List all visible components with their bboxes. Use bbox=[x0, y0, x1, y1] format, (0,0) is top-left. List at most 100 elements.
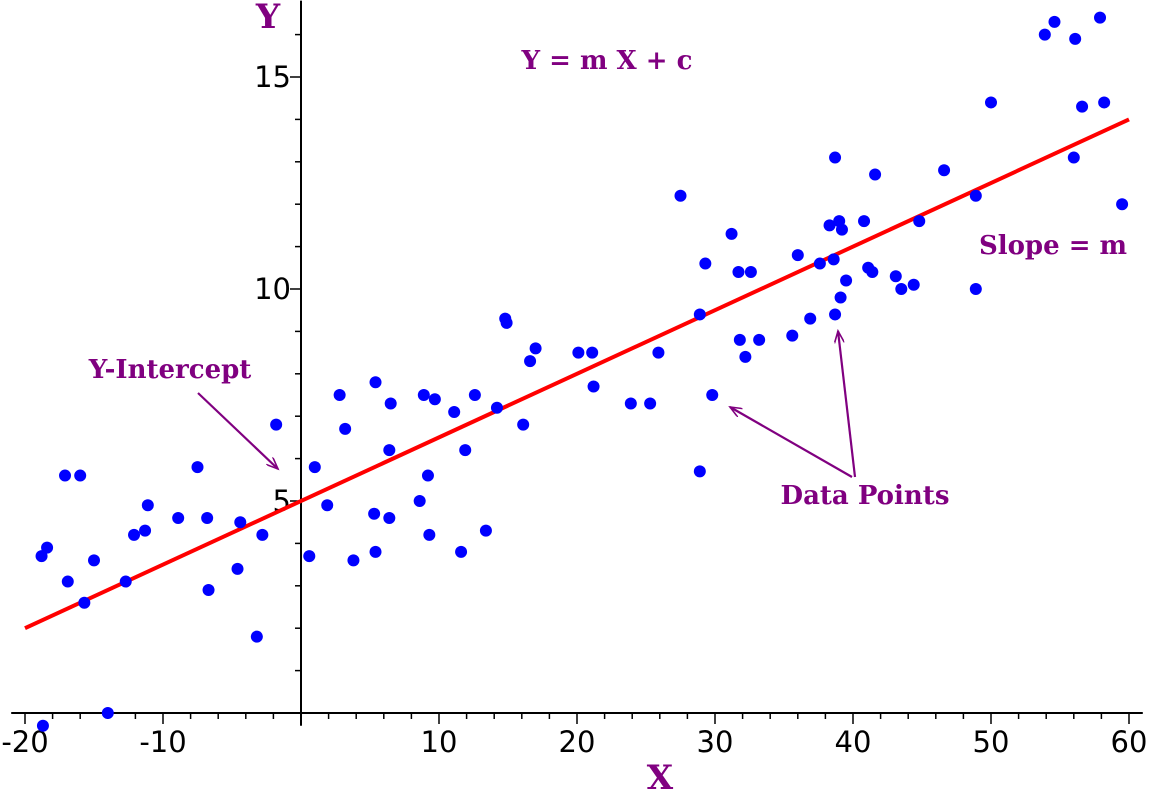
data-point bbox=[829, 151, 842, 164]
data-point bbox=[1067, 151, 1080, 164]
slope-label: Slope = m bbox=[979, 231, 1127, 261]
data-point bbox=[693, 308, 706, 321]
data-point bbox=[674, 189, 687, 202]
data-point bbox=[59, 469, 72, 482]
data-point bbox=[428, 393, 441, 406]
x-tick-label: -10 bbox=[139, 725, 186, 759]
data-point bbox=[141, 499, 154, 512]
y-tick-label: 10 bbox=[254, 272, 291, 306]
data-point bbox=[1048, 15, 1061, 28]
data-point bbox=[383, 511, 396, 524]
data-point bbox=[448, 405, 461, 418]
y-axis-label: Y bbox=[255, 0, 281, 37]
data-point bbox=[500, 316, 513, 329]
data-point bbox=[413, 495, 426, 507]
data-point bbox=[829, 308, 842, 321]
data-point bbox=[459, 444, 472, 457]
data-point bbox=[1094, 11, 1107, 24]
x-axis-label: X bbox=[647, 758, 674, 791]
data-point bbox=[895, 283, 908, 295]
data-point bbox=[231, 562, 244, 575]
y-intercept-label: Y-Intercept bbox=[88, 355, 252, 385]
data-point bbox=[834, 291, 847, 304]
fit-line bbox=[24, 117, 1130, 631]
data-point bbox=[753, 333, 766, 346]
data-point bbox=[270, 418, 283, 431]
data-point bbox=[421, 469, 434, 482]
data-point bbox=[791, 249, 804, 262]
data-point bbox=[36, 719, 49, 732]
data-point bbox=[468, 389, 481, 401]
data-point bbox=[201, 511, 214, 524]
data-point bbox=[869, 168, 882, 181]
x-tick-label: 30 bbox=[697, 725, 734, 759]
data-point bbox=[191, 461, 204, 474]
data-point bbox=[490, 401, 503, 414]
data-point bbox=[368, 507, 381, 520]
data-points bbox=[35, 11, 1129, 732]
data-point bbox=[733, 333, 746, 346]
data-points-label: Data Points bbox=[781, 481, 950, 511]
data-point bbox=[172, 511, 185, 524]
data-point bbox=[256, 528, 269, 541]
data-point bbox=[383, 444, 396, 457]
data-point bbox=[529, 342, 542, 355]
data-point bbox=[369, 376, 382, 389]
data-point bbox=[938, 164, 951, 177]
data-point bbox=[524, 355, 537, 368]
data-point bbox=[699, 257, 712, 270]
data-point bbox=[423, 528, 436, 541]
data-point bbox=[1038, 28, 1051, 41]
data-point bbox=[586, 346, 599, 359]
data-point bbox=[128, 528, 141, 541]
data-point bbox=[907, 278, 920, 291]
data-point bbox=[858, 215, 871, 228]
data-point-arrow-up bbox=[838, 331, 857, 478]
data-point bbox=[786, 329, 799, 342]
data-point bbox=[369, 545, 382, 558]
data-point bbox=[384, 397, 397, 410]
data-point bbox=[417, 389, 430, 401]
data-point bbox=[739, 350, 752, 363]
data-point bbox=[889, 270, 902, 283]
data-point bbox=[74, 469, 87, 482]
data-point bbox=[813, 257, 826, 270]
x-tick-label: 40 bbox=[835, 725, 872, 759]
data-point bbox=[339, 422, 352, 435]
data-point bbox=[840, 274, 853, 287]
data-point bbox=[202, 584, 215, 597]
data-point bbox=[652, 346, 665, 359]
data-point bbox=[321, 499, 334, 512]
data-point bbox=[835, 223, 848, 236]
y-tick-label: 15 bbox=[254, 60, 291, 94]
data-point bbox=[644, 397, 657, 410]
data-point-arrow-left bbox=[730, 407, 853, 478]
data-point bbox=[572, 346, 585, 359]
data-point bbox=[35, 550, 48, 563]
data-point bbox=[1076, 100, 1089, 113]
data-point bbox=[1098, 96, 1111, 109]
data-point bbox=[744, 266, 757, 279]
data-point bbox=[706, 389, 719, 401]
data-point bbox=[969, 283, 982, 295]
data-point bbox=[725, 227, 738, 240]
fit-line-group bbox=[24, 117, 1130, 631]
x-tick-label: 10 bbox=[421, 725, 458, 759]
data-point bbox=[624, 397, 637, 410]
data-point bbox=[41, 541, 54, 554]
data-point bbox=[119, 575, 132, 588]
x-tick-label: 60 bbox=[1111, 725, 1148, 759]
data-point bbox=[61, 575, 74, 588]
data-point bbox=[969, 189, 982, 202]
x-tick-label: 20 bbox=[559, 725, 596, 759]
data-point bbox=[333, 389, 346, 401]
data-point bbox=[693, 465, 706, 478]
data-point bbox=[1116, 198, 1129, 211]
data-point bbox=[866, 266, 879, 279]
data-point bbox=[303, 550, 316, 563]
data-point bbox=[804, 312, 817, 325]
data-point bbox=[101, 707, 114, 719]
data-point bbox=[234, 516, 247, 529]
